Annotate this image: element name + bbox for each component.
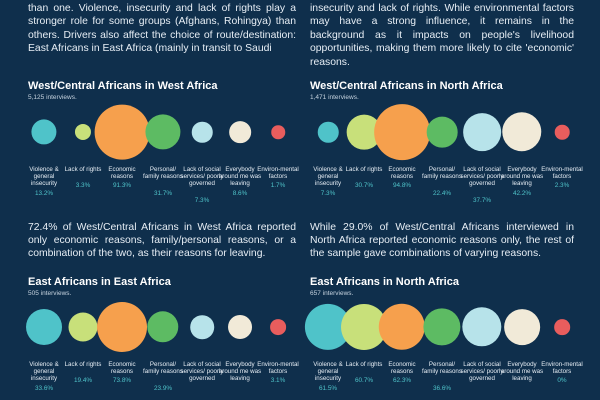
panel-subtitle: 5,125 interviews. <box>28 94 77 101</box>
category-label: Economic reasons <box>108 166 136 181</box>
category-label: Everybody around me was leaving <box>500 361 544 383</box>
bubble-1 <box>68 312 98 342</box>
panel-title: East Africans in East Africa <box>28 276 171 288</box>
category-percent: 22.4% <box>432 189 452 197</box>
intro-text-left: and 5,051 out of 9,734 respondents (51.8… <box>28 2 296 55</box>
bubble-6 <box>271 125 285 139</box>
bubble-5 <box>228 315 252 339</box>
bubble-4 <box>190 315 214 339</box>
category-percent: 73.8% <box>112 377 132 385</box>
bubble-1 <box>74 123 92 141</box>
bubble-3 <box>145 114 181 150</box>
bubble-0 <box>26 309 62 345</box>
panel-title: West/Central Africans in North Africa <box>310 80 503 92</box>
category-percent: 33.6% <box>34 384 54 392</box>
bubble-2 <box>97 302 147 352</box>
category-percent: 13.2% <box>34 189 54 197</box>
category-label: Environ-mental factors <box>541 166 583 181</box>
category-label: Economic reasons <box>108 361 136 376</box>
bubble-2 <box>94 104 150 160</box>
bubble-5 <box>229 121 251 143</box>
category-percent: 30.7% <box>354 182 374 190</box>
bubble-chart: Violence & general insecurity 7.3% Lack of… <box>310 104 583 204</box>
category-label: Violence & general insecurity <box>313 361 343 383</box>
category-percent: 91.3% <box>112 182 132 190</box>
category-percent: 62.3% <box>392 377 412 385</box>
bubble-6 <box>554 124 570 140</box>
panel-east-east: East Africans in East Africa 505 intervi… <box>28 276 296 297</box>
category-label: Violence & general insecurity <box>313 166 343 188</box>
category-label: Lack of rights <box>345 361 383 368</box>
category-label: Economic reasons <box>388 166 416 181</box>
category-label: Lack of rights <box>64 166 102 173</box>
bubble-3 <box>426 116 458 148</box>
panel-title: West/Central Africans in West Africa <box>28 80 218 92</box>
category-label: Lack of rights <box>345 166 383 173</box>
panel-subtitle: 1,471 interviews. <box>310 94 359 101</box>
category-percent: 61.5% <box>318 384 338 392</box>
bubble-5 <box>502 112 542 152</box>
category-label: Everybody around me was leaving <box>500 166 544 188</box>
category-label: Environ-mental factors <box>257 361 299 376</box>
category-label: Lack of social services/ poorly governed <box>460 361 504 383</box>
category-label: Everybody around me was leaving <box>218 361 262 383</box>
category-percent: 3.1% <box>270 377 286 385</box>
category-label: Everybody around me was leaving <box>218 166 262 188</box>
category-percent: 37.7% <box>472 196 492 204</box>
bubble-6 <box>270 319 286 335</box>
intro-text-right: Africans in North Africa and Europe also… <box>310 2 574 68</box>
bubble-4 <box>463 113 501 151</box>
panel-west-africa: West/Central Africans in West Africa 5,1… <box>28 80 296 101</box>
bubble-chart: Violence & general insecurity 33.6% Lack o… <box>26 302 299 392</box>
bubble-4 <box>462 307 502 347</box>
category-percent: 3.3% <box>75 182 91 190</box>
category-percent: 42.2% <box>512 189 532 197</box>
panel-subtitle: 505 interviews. <box>28 290 72 297</box>
category-percent: 2.3% <box>554 182 570 190</box>
category-label: Violence & general insecurity <box>29 361 59 383</box>
category-label: Lack of rights <box>64 361 102 368</box>
category-percent: 23.9% <box>153 384 173 392</box>
category-label: Lack of social services/ poorly governed <box>180 361 224 383</box>
panel-note: 72.4% of West/Central Africans in West A… <box>28 222 296 259</box>
bubble-chart: Violence & general insecurity 61.5% Lack o… <box>304 303 583 392</box>
panel-subtitle: 657 interviews. <box>310 290 354 297</box>
bubble-0 <box>317 121 339 143</box>
category-label: Personal/ family reasons <box>422 361 462 376</box>
bubble-0 <box>31 119 57 145</box>
category-label: Personal/ family reasons <box>422 166 462 181</box>
category-percent: 31.7% <box>153 189 173 197</box>
bubble-3 <box>147 311 179 343</box>
category-percent: 1.7% <box>270 182 286 190</box>
panel-east-north: East Africans in North Africa 657 interv… <box>310 276 574 297</box>
category-percent: 19.4% <box>73 377 93 385</box>
category-percent: 60.7% <box>354 377 374 385</box>
bubble-4 <box>191 121 213 143</box>
category-label: Economic reasons <box>388 361 416 376</box>
bubble-chart: Violence & general insecurity 13.2% Lack o… <box>28 104 299 204</box>
category-percent: 7.3% <box>320 189 336 197</box>
category-label: Personal/ family reasons <box>143 166 183 181</box>
bubble-3 <box>423 308 461 346</box>
category-label: Personal/ family reasons <box>143 361 183 376</box>
category-percent: 0% <box>557 377 567 385</box>
bubble-2 <box>374 104 430 160</box>
bubble-6 <box>554 319 570 335</box>
category-label: Lack of social services/ poorly governed <box>180 166 224 188</box>
bubble-5 <box>504 309 540 345</box>
category-percent: 7.3% <box>194 196 210 204</box>
category-percent: 36.6% <box>432 384 452 392</box>
panel-west-north: West/Central Africans in North Africa 1,… <box>310 80 574 101</box>
category-percent: 94.8% <box>392 182 412 190</box>
panel-note: While 29.0% of West/Central Africans int… <box>310 222 574 259</box>
category-percent: 8.6% <box>232 189 248 197</box>
panel-title: East Africans in North Africa <box>310 276 459 288</box>
bubble-2 <box>378 303 426 351</box>
category-label: Environ-mental factors <box>541 361 583 376</box>
category-label: Lack of social services/ poorly governed <box>460 166 504 188</box>
category-label: Violence & general insecurity <box>29 166 59 188</box>
category-label: Environ-mental factors <box>257 166 299 181</box>
